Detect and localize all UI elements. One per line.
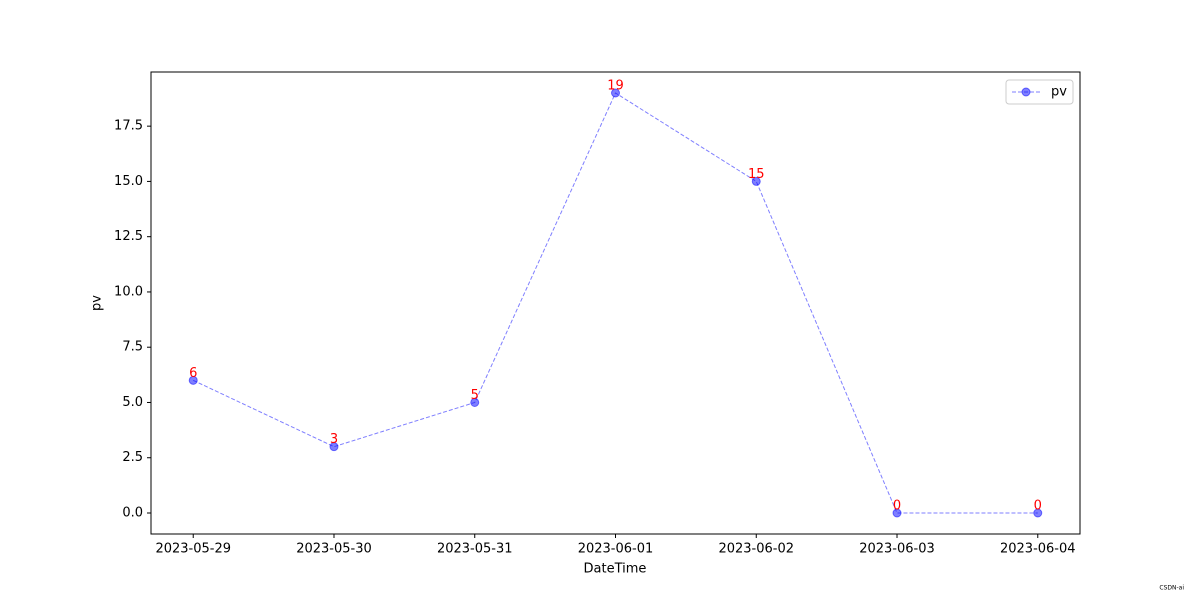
marker (470, 397, 480, 407)
y-tick-label: 2.5 (122, 450, 143, 465)
x-tick-label: 2023-05-31 (437, 542, 513, 557)
value-label: 0 (893, 499, 901, 514)
marker (1033, 508, 1043, 518)
value-label: 3 (330, 432, 338, 447)
x-tick-label: 2023-06-01 (578, 542, 654, 557)
x-tick-label: 2023-06-03 (859, 542, 935, 557)
marker (329, 442, 339, 452)
x-tick-label: 2023-05-30 (296, 542, 372, 557)
y-tick-label: 7.5 (122, 340, 143, 355)
watermark: CSDN-ai (1159, 585, 1184, 592)
value-label: 15 (748, 167, 765, 182)
x-tick-label: 2023-05-29 (155, 542, 231, 557)
x-tick-label: 2023-06-02 (718, 542, 794, 557)
y-tick-label: 5.0 (122, 395, 143, 410)
marker (611, 88, 620, 98)
x-axis-label: DateTime (584, 562, 647, 577)
value-label: 6 (189, 366, 197, 381)
legend: pv (1005, 79, 1074, 105)
value-label: 19 (607, 79, 624, 94)
y-tick-label: 0.0 (122, 506, 143, 521)
value-label: 0 (1034, 499, 1042, 514)
plot-frame (150, 71, 1081, 535)
marker (751, 176, 761, 186)
legend-label: pv (1051, 85, 1067, 100)
y-tick-label: 10.0 (114, 284, 143, 299)
marker (188, 375, 198, 385)
y-tick-label: 12.5 (114, 229, 143, 244)
value-label: 5 (471, 388, 479, 403)
x-tick-label: 2023-06-04 (1000, 542, 1076, 557)
y-axis-label: pv (90, 295, 105, 311)
y-tick-label: 17.5 (114, 119, 143, 134)
legend-marker (1021, 87, 1031, 97)
marker (892, 508, 902, 518)
y-tick-label: 15.0 (114, 174, 143, 189)
